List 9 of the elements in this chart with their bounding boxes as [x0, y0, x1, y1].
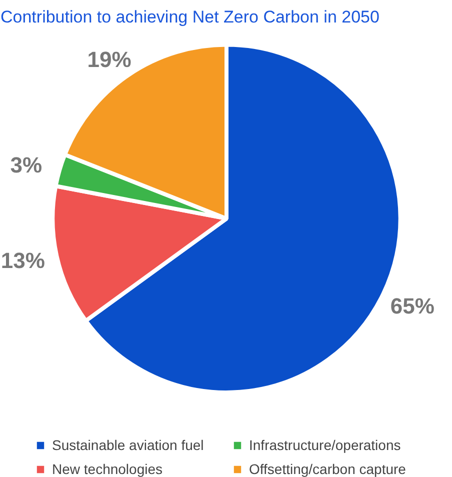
data-label: 3%: [10, 152, 42, 178]
chart-title: Contribution to achieving Net Zero Carbon in 2050: [0, 8, 380, 26]
legend-label: Offsetting/carbon capture: [249, 461, 407, 477]
data-label: 13%: [0, 248, 45, 273]
data-label: 65%: [390, 293, 434, 318]
legend-label: New technologies: [52, 461, 164, 477]
data-label: 19%: [87, 47, 132, 72]
legend-label: Infrastructure/operations: [249, 437, 402, 453]
legend-label: Sustainable aviation fuel: [52, 437, 205, 453]
